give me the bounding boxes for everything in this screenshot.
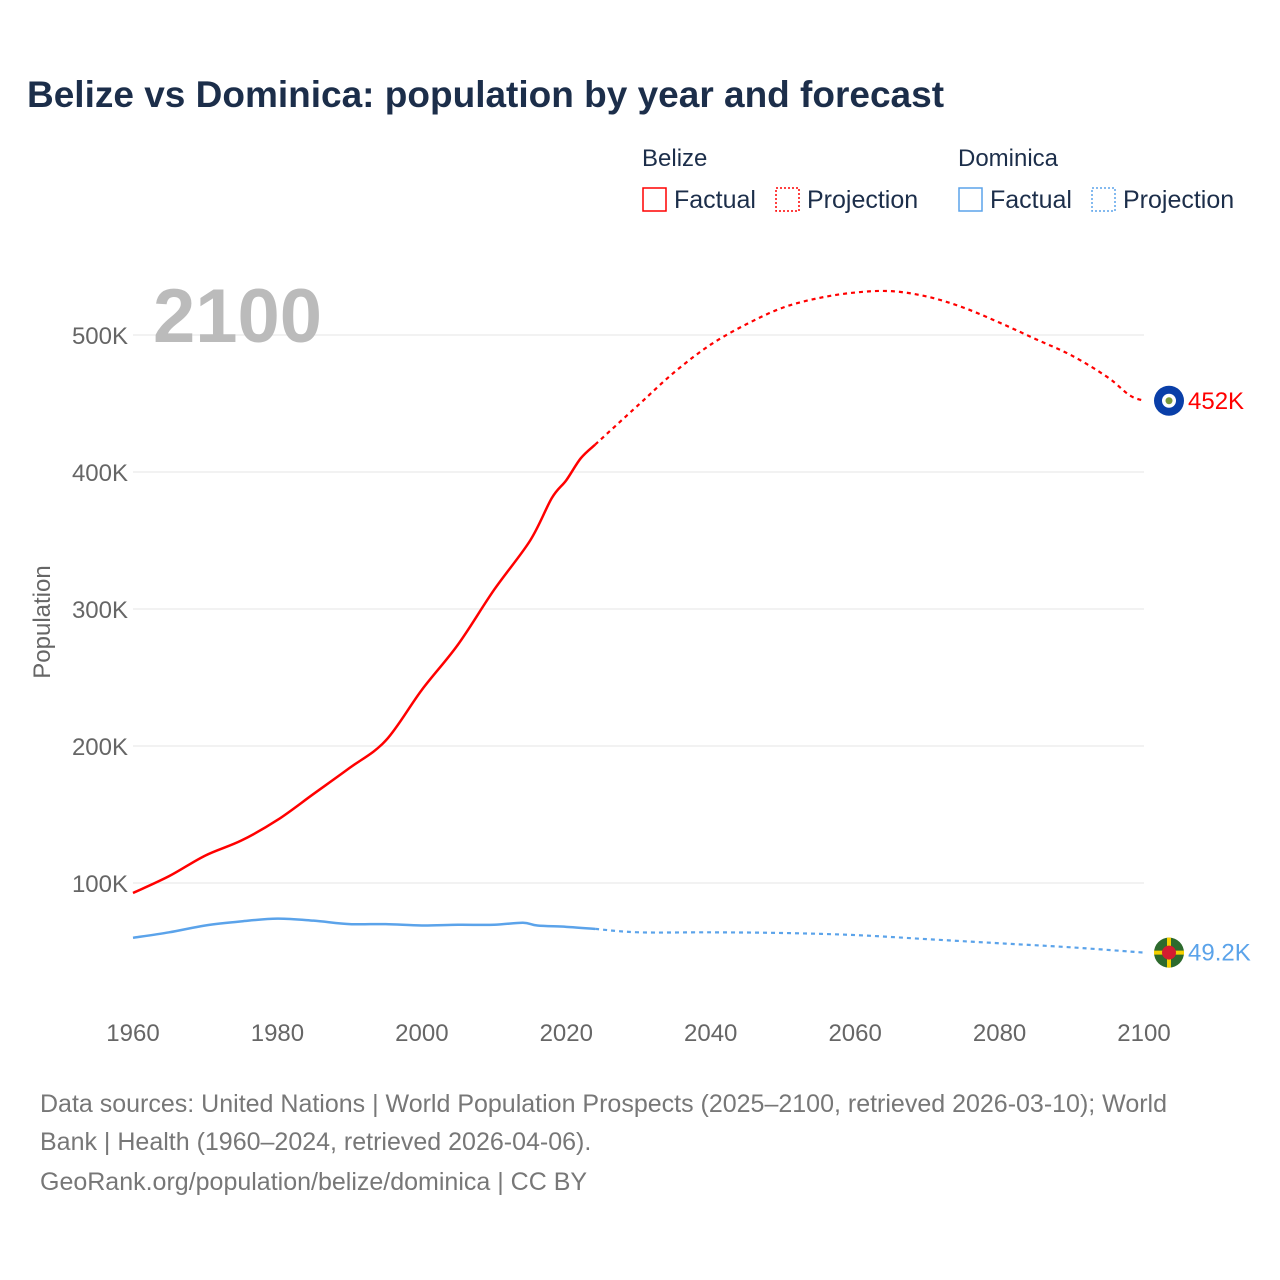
dominica-end-label: 49.2K: [1188, 940, 1251, 967]
y-tick-label: 300K: [72, 597, 128, 624]
dominica-legend-projection-label: Projection: [1123, 186, 1234, 214]
belize-flag-emblem-center: [1165, 397, 1173, 405]
belize-legend-projection-swatch: [775, 187, 800, 212]
footer-link[interactable]: GeoRank.org/population/belize/dominica |…: [40, 1168, 588, 1196]
belize-legend-factual-label: Factual: [674, 186, 756, 214]
dominica-legend-factual-label: Factual: [990, 186, 1072, 214]
belize-end-label: 452K: [1188, 388, 1244, 415]
dominica-legend-title: Dominica: [958, 145, 1059, 172]
belize-legend-factual-swatch: [642, 187, 667, 212]
dominica-projection-line: [595, 927, 1145, 954]
belize-projection-line: [594, 289, 1145, 446]
y-tick-label: 200K: [72, 734, 128, 761]
x-tick-label: 2060: [828, 1020, 881, 1047]
chart-title: Belize vs Dominica: population by year a…: [27, 74, 945, 115]
y-tick-label: 400K: [72, 460, 128, 487]
dominica-legend-projection-swatch: [1091, 187, 1116, 212]
y-tick-label: 500K: [72, 323, 128, 350]
y-axis-label: Population: [29, 565, 56, 678]
belize-legend-projection-label: Projection: [807, 186, 918, 214]
belize-legend-title: Belize: [642, 145, 707, 172]
footer-sources-2: Bank | Health (1960–2024, retrieved 2026…: [40, 1128, 592, 1156]
footer-sources-1: Data sources: United Nations | World Pop…: [40, 1090, 1168, 1118]
x-tick-label: 2040: [684, 1020, 737, 1047]
year-indicator: 2100: [153, 274, 322, 359]
x-tick-label: 2000: [395, 1020, 448, 1047]
x-tick-label: 2020: [540, 1020, 593, 1047]
belize-factual-line: [132, 443, 597, 895]
dominica-flag-disc: [1162, 945, 1176, 960]
dominica-factual-line: [132, 917, 596, 940]
dominica-legend-factual-swatch: [958, 187, 983, 212]
y-tick-label: 100K: [72, 871, 128, 898]
x-tick-label: 2100: [1117, 1020, 1170, 1047]
x-tick-label: 1960: [106, 1020, 159, 1047]
x-tick-label: 1980: [251, 1020, 304, 1047]
x-tick-label: 2080: [973, 1020, 1026, 1047]
